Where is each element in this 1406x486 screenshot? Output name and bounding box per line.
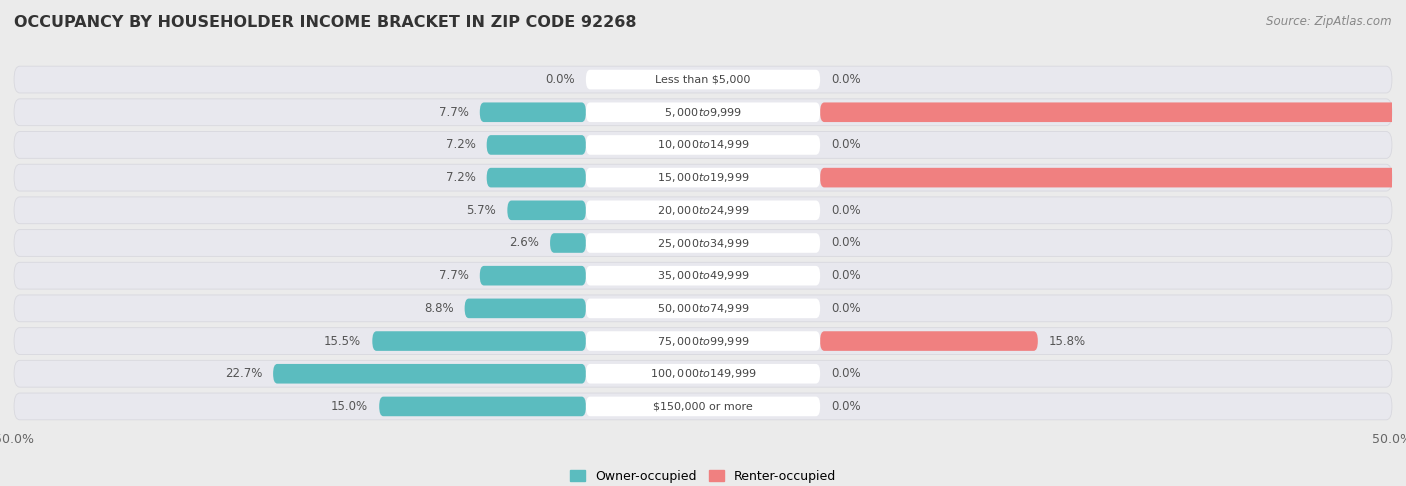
Text: 0.0%: 0.0% [831, 73, 860, 86]
Text: 7.7%: 7.7% [439, 106, 468, 119]
Text: $150,000 or more: $150,000 or more [654, 401, 752, 412]
FancyBboxPatch shape [14, 360, 1392, 387]
Text: 7.7%: 7.7% [439, 269, 468, 282]
Text: 15.8%: 15.8% [1049, 334, 1085, 347]
FancyBboxPatch shape [550, 233, 586, 253]
FancyBboxPatch shape [14, 66, 1392, 93]
Text: 0.0%: 0.0% [831, 400, 860, 413]
FancyBboxPatch shape [586, 168, 820, 188]
Text: $15,000 to $19,999: $15,000 to $19,999 [657, 171, 749, 184]
Legend: Owner-occupied, Renter-occupied: Owner-occupied, Renter-occupied [565, 465, 841, 486]
FancyBboxPatch shape [273, 364, 586, 383]
FancyBboxPatch shape [479, 103, 586, 122]
FancyBboxPatch shape [586, 298, 820, 318]
FancyBboxPatch shape [586, 266, 820, 285]
FancyBboxPatch shape [586, 135, 820, 155]
FancyBboxPatch shape [508, 201, 586, 220]
Text: $35,000 to $49,999: $35,000 to $49,999 [657, 269, 749, 282]
Text: 0.0%: 0.0% [831, 204, 860, 217]
Text: 0.0%: 0.0% [546, 73, 575, 86]
Text: 15.0%: 15.0% [330, 400, 368, 413]
Text: 7.2%: 7.2% [446, 139, 475, 152]
FancyBboxPatch shape [14, 328, 1392, 354]
FancyBboxPatch shape [486, 135, 586, 155]
FancyBboxPatch shape [373, 331, 586, 351]
Text: 2.6%: 2.6% [509, 237, 538, 249]
FancyBboxPatch shape [380, 397, 586, 416]
Text: $50,000 to $74,999: $50,000 to $74,999 [657, 302, 749, 315]
Text: OCCUPANCY BY HOUSEHOLDER INCOME BRACKET IN ZIP CODE 92268: OCCUPANCY BY HOUSEHOLDER INCOME BRACKET … [14, 15, 637, 30]
FancyBboxPatch shape [586, 103, 820, 122]
Text: 8.8%: 8.8% [425, 302, 454, 315]
Text: 0.0%: 0.0% [831, 302, 860, 315]
FancyBboxPatch shape [586, 70, 820, 89]
Text: 0.0%: 0.0% [831, 269, 860, 282]
FancyBboxPatch shape [14, 295, 1392, 322]
FancyBboxPatch shape [820, 168, 1400, 188]
Text: $5,000 to $9,999: $5,000 to $9,999 [664, 106, 742, 119]
Text: Less than $5,000: Less than $5,000 [655, 74, 751, 85]
FancyBboxPatch shape [586, 201, 820, 220]
Text: 15.5%: 15.5% [325, 334, 361, 347]
FancyBboxPatch shape [586, 233, 820, 253]
FancyBboxPatch shape [464, 298, 586, 318]
FancyBboxPatch shape [486, 168, 586, 188]
Text: 0.0%: 0.0% [831, 237, 860, 249]
Text: 5.7%: 5.7% [467, 204, 496, 217]
Text: $25,000 to $34,999: $25,000 to $34,999 [657, 237, 749, 249]
FancyBboxPatch shape [586, 364, 820, 383]
Text: $20,000 to $24,999: $20,000 to $24,999 [657, 204, 749, 217]
FancyBboxPatch shape [14, 99, 1392, 126]
FancyBboxPatch shape [586, 397, 820, 416]
Text: 7.2%: 7.2% [446, 171, 475, 184]
Text: 0.0%: 0.0% [831, 367, 860, 380]
FancyBboxPatch shape [820, 103, 1400, 122]
Text: Source: ZipAtlas.com: Source: ZipAtlas.com [1267, 15, 1392, 28]
FancyBboxPatch shape [820, 331, 1038, 351]
Text: $10,000 to $14,999: $10,000 to $14,999 [657, 139, 749, 152]
FancyBboxPatch shape [14, 164, 1392, 191]
Text: 22.7%: 22.7% [225, 367, 262, 380]
Text: 0.0%: 0.0% [831, 139, 860, 152]
Text: $100,000 to $149,999: $100,000 to $149,999 [650, 367, 756, 380]
FancyBboxPatch shape [14, 197, 1392, 224]
FancyBboxPatch shape [14, 393, 1392, 420]
FancyBboxPatch shape [479, 266, 586, 285]
Text: $75,000 to $99,999: $75,000 to $99,999 [657, 334, 749, 347]
FancyBboxPatch shape [14, 262, 1392, 289]
FancyBboxPatch shape [14, 229, 1392, 257]
FancyBboxPatch shape [586, 331, 820, 351]
FancyBboxPatch shape [14, 132, 1392, 158]
